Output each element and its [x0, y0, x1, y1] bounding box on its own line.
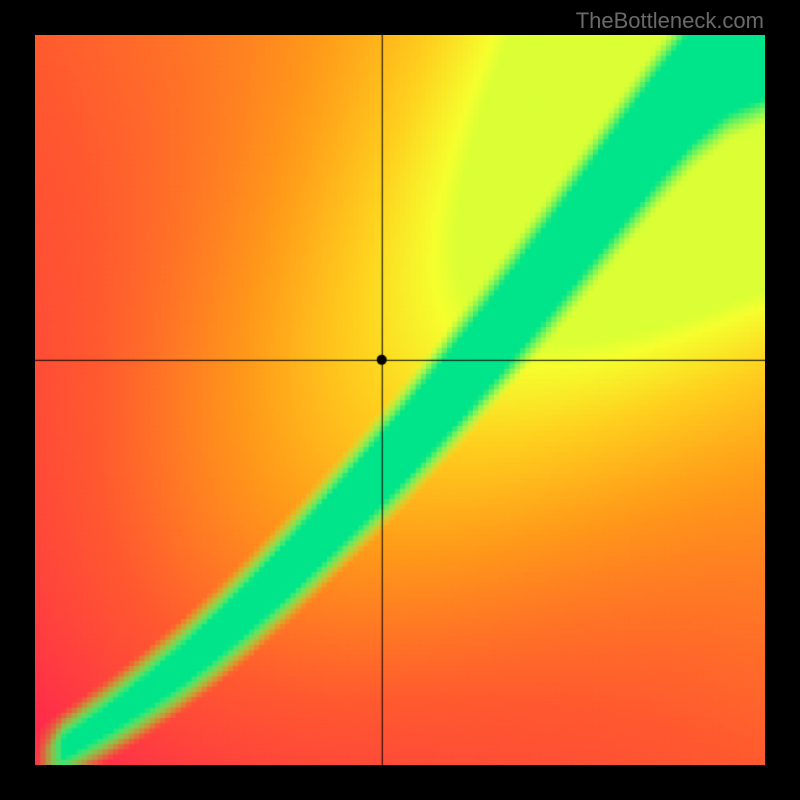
chart-container: TheBottleneck.com — [0, 0, 800, 800]
watermark-text: TheBottleneck.com — [576, 8, 764, 34]
bottleneck-heatmap — [35, 35, 765, 765]
